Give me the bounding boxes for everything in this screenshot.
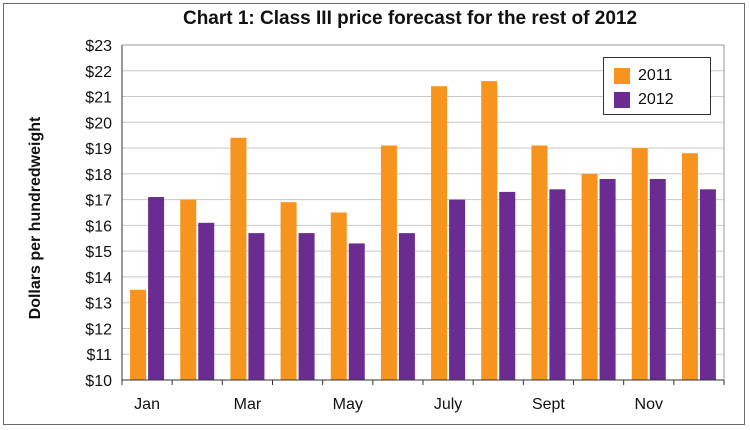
x-tick-label: May: [333, 396, 363, 413]
legend: 2011 2012: [603, 57, 711, 115]
bar-2011-mar: [230, 137, 247, 380]
y-tick-label: $18: [85, 167, 112, 184]
y-tick-label: $14: [85, 270, 112, 287]
y-tick-label: $17: [85, 193, 112, 210]
x-tick-label: Sept: [532, 396, 565, 413]
bar-2011-apr: [280, 202, 297, 380]
bar-2012-jan: [148, 197, 165, 380]
legend-swatch-2012: [614, 92, 630, 108]
bar-2012-july: [449, 199, 466, 380]
bar-2011-july: [431, 86, 448, 380]
chart-title: Chart 1: Class III price forecast for th…: [182, 8, 638, 29]
y-tick-label: $13: [85, 296, 112, 313]
bar-2011-aug: [481, 81, 498, 381]
y-tick-label: $22: [85, 64, 112, 81]
legend-label-2012: 2012: [638, 91, 674, 108]
bar-2011-jan: [130, 289, 147, 380]
legend-swatch-2011: [614, 68, 630, 84]
x-tick-label: Nov: [635, 396, 663, 413]
x-tick-label: Jan: [134, 396, 160, 413]
y-tick-label: $10: [85, 373, 112, 390]
y-tick-label: $23: [85, 38, 112, 55]
bar-2012-oct: [599, 179, 616, 380]
x-tick-label: July: [434, 396, 462, 413]
bar-2011-may: [330, 212, 347, 380]
y-tick-label: $11: [86, 347, 112, 364]
bar-2012-sept: [549, 189, 566, 380]
bar-2011-sept: [531, 145, 548, 380]
y-tick-label: $12: [85, 321, 112, 338]
legend-item-2011: 2011: [614, 67, 672, 85]
legend-item-2012: 2012: [614, 91, 674, 109]
bar-2011-oct: [581, 173, 598, 380]
bar-2011-dec: [681, 153, 698, 380]
bar-2012-jun: [398, 233, 415, 380]
bar-2012-nov: [649, 179, 666, 380]
bar-2012-apr: [298, 233, 315, 380]
bar-2012-dec: [699, 189, 716, 380]
bar-2011-nov: [631, 148, 648, 380]
bar-2012-aug: [499, 191, 516, 380]
y-tick-label: $16: [85, 218, 112, 235]
y-tick-label: $15: [85, 244, 112, 261]
bar-2011-feb: [180, 199, 197, 380]
x-tick-label: Mar: [234, 396, 262, 413]
bar-2012-may: [348, 243, 365, 380]
bar-2012-feb: [198, 222, 215, 380]
legend-label-2011: 2011: [638, 67, 673, 84]
bar-2011-jun: [380, 145, 397, 380]
y-tick-label: $20: [85, 115, 112, 132]
bar-2012-mar: [248, 233, 265, 380]
y-tick-label: $19: [85, 141, 112, 158]
y-tick-label: $21: [85, 90, 112, 107]
